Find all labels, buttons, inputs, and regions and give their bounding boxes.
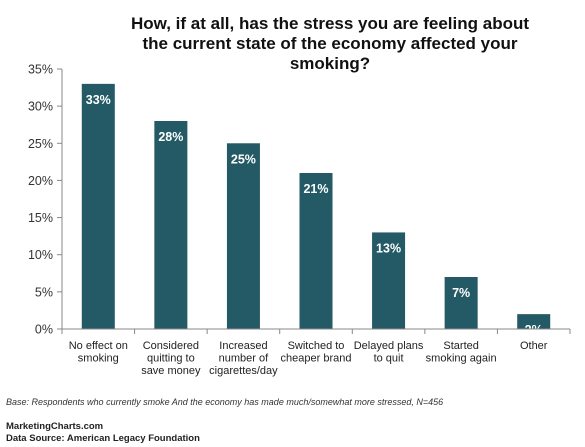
x-category-label-line: Switched to [288,340,345,352]
x-category-label-line: cigarettes/day [209,365,278,377]
x-category-label-line: save money [141,365,201,377]
x-category-label-line: to quit [374,353,404,365]
bar-value-label: 33% [86,93,111,107]
x-category-label: Started smoking again [426,340,497,365]
y-tick-label: 5% [35,285,53,299]
bar [81,83,115,329]
data-source-note: Data Source: American Legacy Foundation [6,433,200,444]
bar-value-label: 13% [376,241,401,255]
y-tick-label: 30% [28,100,53,114]
bar-value-label: 21% [303,182,328,196]
bar-value-label: 28% [158,130,183,144]
x-category-label-line: Considered [143,340,199,352]
y-tick-label: 35% [28,63,53,77]
bar [517,314,551,329]
bar-value-label: 25% [231,152,256,166]
base-footnote: Base: Respondents who currently smoke An… [6,397,444,407]
x-category-label-line: smoking again [426,353,497,365]
y-tick-label: 15% [28,211,53,225]
x-category-label-line: Other [520,340,548,352]
x-category-label: Switched to cheaper brand [281,340,352,365]
y-tick-label: 0% [35,323,53,337]
y-tick-label: 25% [28,137,53,151]
bar [226,143,260,329]
bar [154,121,188,329]
x-category-label: Other [520,340,548,352]
bar-value-label: 2% [525,323,543,337]
x-axis: No effect on smoking Considered quitting to… [61,328,571,377]
bar [444,277,478,329]
x-category-label-line: number of [219,353,269,365]
y-tick-label: 10% [28,248,53,262]
chart-title-line: the current state of the economy affecte… [142,34,518,53]
bar-value-label: 7% [452,286,470,300]
y-axis: 0% 5% 10% 15% 20% 25% 30% 35% [28,63,63,337]
chart-title-line: How, if at all, has the stress you are f… [130,14,530,33]
bar [299,173,333,329]
x-category-label: No effect on smoking [69,340,128,365]
bars: 33% 28% 25% 21% 13% 7% 2% [81,83,551,337]
chart-title-line: smoking? [289,54,371,73]
x-category-label-line: Increased [219,340,267,352]
x-category-label: Increased number of cigarettes/day [209,340,278,377]
x-category-label: Considered quitting to save money [141,340,201,377]
brand-credit: MarketingCharts.com [6,421,104,432]
chart-title: How, if at all, has the stress you are f… [95,14,565,74]
x-category-label-line: Started [443,340,478,352]
x-category-label-line: No effect on [69,340,128,352]
x-category-label-line: cheaper brand [281,353,352,365]
x-category-label: Delayed plans to quit [354,340,424,365]
x-category-label-line: Delayed plans [354,340,424,352]
x-category-label-line: smoking [78,353,119,365]
bar-chart: 0% 5% 10% 15% 20% 25% 30% 35% 33% 28% 25% 21% 13% 7%… [28,63,571,377]
y-tick-label: 20% [28,174,53,188]
x-category-label-line: quitting to [147,353,195,365]
bar [372,232,406,329]
